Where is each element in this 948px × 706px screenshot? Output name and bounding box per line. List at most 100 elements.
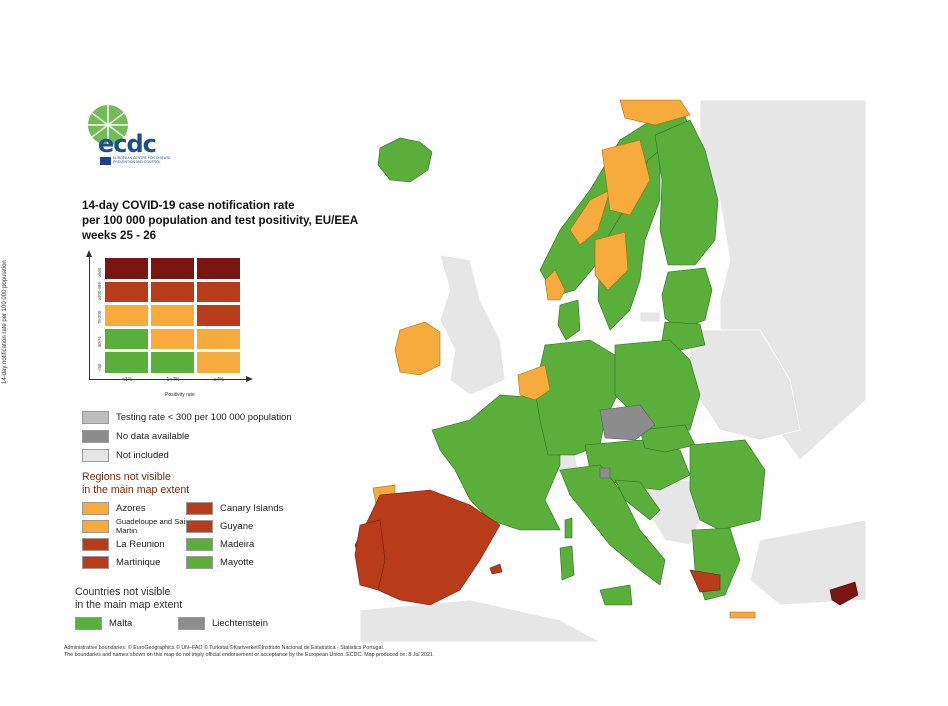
region-legend-swatch	[186, 538, 213, 551]
regions-heading-line-2: in the main map extent	[82, 484, 190, 496]
matrix-cell	[150, 280, 195, 303]
region-legend-label: Madeira	[220, 539, 255, 550]
matrix-cell	[150, 351, 195, 374]
matrix-cell	[104, 327, 149, 350]
matrix-cell	[196, 304, 241, 327]
status-legend-label: Testing rate < 300 per 100 000 populatio…	[116, 412, 292, 423]
matrix-cell	[196, 280, 241, 303]
status-legend-swatch	[82, 411, 109, 424]
region-legend-swatch	[82, 502, 109, 515]
countries-heading-line-1: Countries not visible	[75, 586, 171, 598]
estonia-latvia-region	[661, 267, 713, 331]
map-title-line-3: weeks 25 - 26	[82, 229, 157, 242]
croatia-slovenia-region	[614, 479, 661, 521]
x-axis-arrow	[246, 376, 253, 382]
status-legend-swatch	[82, 449, 109, 462]
matrix-x-axis-label: Positivity rate	[165, 392, 195, 398]
matrix-y-tick: ≥200-499	[97, 282, 102, 300]
matrix-cell	[150, 257, 195, 280]
matrix-cell	[104, 304, 149, 327]
norway-west-region	[544, 269, 566, 301]
matrix-x-tick: <1%	[121, 377, 133, 383]
country-legend-label: Malta	[109, 618, 133, 629]
matrix-x-tick: ≥4%	[214, 377, 224, 383]
romania-bulgaria-region	[689, 439, 766, 531]
country-legend-swatch	[75, 617, 102, 630]
sardinia-region	[559, 545, 575, 581]
attribution-line-2: The boundaries and names shown on this m…	[64, 652, 433, 658]
matrix-cell	[196, 327, 241, 350]
norway-arctic-region	[619, 99, 691, 126]
portugal-region	[354, 519, 386, 591]
matrix-y-axis-label: 14-day notification rate per 100 000 pop…	[2, 260, 8, 384]
red-areas	[354, 489, 721, 606]
attribution-footer: Administrative boundaries: © EuroGeograp…	[64, 645, 664, 659]
cyprus-peloponnese-region	[689, 569, 721, 593]
france-region	[431, 394, 561, 531]
region-legend-swatch	[186, 502, 213, 515]
country-legend-label: Liechtenstein	[212, 618, 268, 629]
sicily-region	[599, 584, 633, 606]
uk-land	[439, 254, 506, 396]
crete-region	[729, 611, 756, 619]
ecdc-logo-text: ecdc	[98, 130, 157, 158]
matrix-y-tick: <50	[97, 363, 102, 371]
region-legend-label: Martinique	[116, 557, 161, 568]
regions-heading: Regions not visible in the main map exte…	[82, 471, 189, 497]
matrix-y-tick: 75-200	[97, 310, 102, 324]
attribution-line-1: Administrative boundaries: © EuroGeograp…	[64, 645, 385, 651]
x-axis-line	[89, 379, 247, 380]
map-title: 14-day COVID-19 case notification rate p…	[82, 198, 402, 243]
not-included-areas	[359, 99, 866, 642]
regions-heading-line-1: Regions not visible	[82, 471, 171, 483]
region-legend-swatch	[186, 556, 213, 569]
region-legend-swatch	[82, 520, 109, 533]
spain-region	[354, 489, 501, 606]
region-legend-label: Guyane	[220, 521, 254, 532]
y-axis-line	[89, 256, 90, 379]
region-legend-swatch	[82, 556, 109, 569]
region-legend-label: Mayotte	[220, 557, 254, 568]
matrix-cell	[104, 280, 149, 303]
north-africa-land	[359, 599, 601, 642]
kaliningrad-land	[639, 311, 661, 323]
cyprus-region	[829, 581, 859, 606]
matrix-cell	[104, 351, 149, 374]
green-areas	[367, 107, 766, 606]
map-frame	[64, 97, 866, 642]
region-legend-label: Canary Islands	[220, 503, 284, 514]
sweden-north-region	[601, 139, 651, 216]
matrix-x-tick: 1<4%	[166, 377, 180, 383]
status-legend-label: Not included	[116, 450, 169, 461]
europe-map	[354, 99, 866, 642]
iceland-region	[377, 137, 433, 183]
eu-flag-icon	[100, 157, 111, 165]
ecdc-logo	[80, 103, 170, 171]
balearic-region	[489, 563, 503, 575]
country-legend-swatch	[178, 617, 205, 630]
matrix-cell	[150, 327, 195, 350]
matrix-y-tick: 50-74	[97, 336, 102, 347]
sweden-central-region	[594, 231, 629, 291]
matrix-cell	[104, 257, 149, 280]
matrix-cell	[196, 351, 241, 374]
region-legend-swatch	[82, 538, 109, 551]
italy-region	[559, 464, 666, 586]
map-title-line-2: per 100 000 population and test positivi…	[82, 214, 359, 227]
region-legend-label: La Reunion	[116, 539, 165, 550]
y-axis-arrow	[86, 250, 92, 257]
dark-red-areas	[829, 581, 859, 606]
map-title-line-1: 14-day COVID-19 case notification rate	[82, 199, 295, 212]
norway-south-region	[569, 189, 611, 246]
matrix-y-tick: ≥500	[97, 267, 102, 277]
region-legend-label: Guadeloupe and Saint Martin	[116, 517, 192, 535]
denmark-region	[557, 299, 581, 341]
status-legend-label: No data available	[116, 431, 190, 442]
countries-heading: Countries not visible in the main map ex…	[75, 586, 182, 612]
region-legend-swatch	[186, 520, 213, 533]
czechia-region	[599, 404, 656, 441]
liechtenstein-region	[599, 467, 611, 479]
finland-region	[654, 119, 719, 266]
ireland-region	[394, 321, 441, 376]
countries-heading-line-2: in the main map extent	[75, 599, 183, 611]
